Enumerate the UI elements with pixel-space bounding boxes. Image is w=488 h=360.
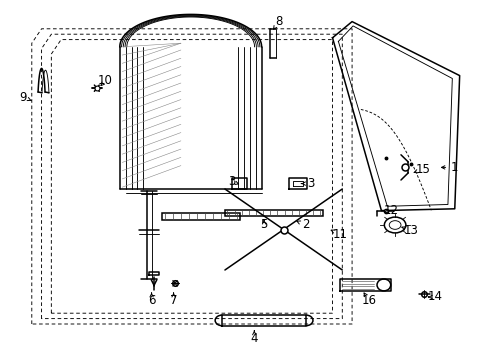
- Text: 8: 8: [274, 15, 282, 28]
- Text: 6: 6: [147, 294, 155, 307]
- Text: 1: 1: [450, 161, 458, 174]
- Text: 12: 12: [383, 204, 398, 217]
- Text: 7: 7: [169, 294, 177, 307]
- Text: 14: 14: [427, 291, 442, 303]
- Text: 13: 13: [403, 224, 417, 237]
- Text: 11: 11: [332, 228, 346, 240]
- Text: 3: 3: [306, 177, 314, 190]
- Text: 2: 2: [301, 219, 309, 231]
- Text: 16: 16: [361, 294, 376, 307]
- Text: 4: 4: [250, 332, 258, 345]
- Text: 15: 15: [415, 163, 429, 176]
- Text: 9: 9: [20, 91, 27, 104]
- Text: 5: 5: [260, 219, 267, 231]
- Text: 3: 3: [228, 175, 236, 188]
- Text: 10: 10: [98, 75, 112, 87]
